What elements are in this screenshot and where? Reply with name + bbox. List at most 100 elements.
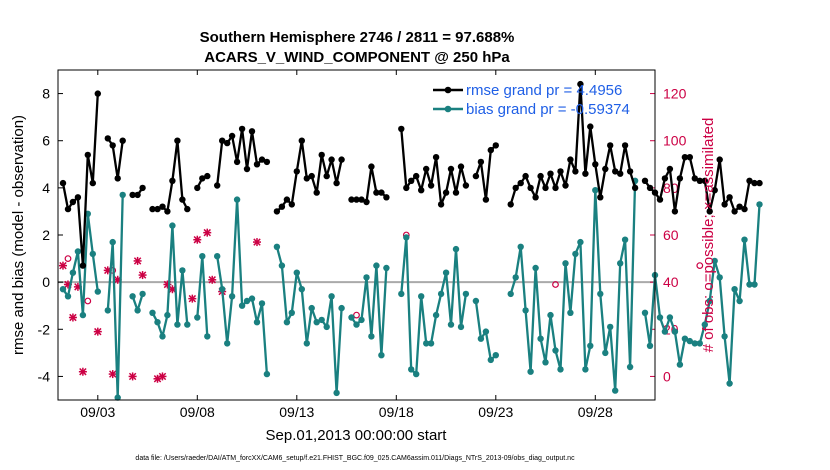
rmse-point	[233, 158, 241, 166]
obs-assimilated-marker	[133, 256, 142, 265]
bias-point	[179, 267, 186, 274]
rmse-point	[228, 132, 236, 140]
rmse-point	[413, 172, 420, 180]
rmse-point	[273, 208, 281, 215]
rmse-point	[736, 203, 743, 210]
y-tick-label: 4	[42, 180, 50, 196]
bias-point	[298, 286, 305, 293]
bias-point	[457, 323, 465, 331]
bias-point	[676, 361, 684, 368]
rmse-point	[323, 172, 330, 180]
y-tick-label: 8	[42, 86, 50, 102]
rmse-point	[711, 187, 718, 194]
rmse-point	[378, 189, 385, 196]
rmse-point	[263, 158, 271, 166]
bias-point	[373, 262, 380, 269]
rmse-point	[442, 189, 450, 196]
axes-box	[57, 69, 656, 401]
rmse-point	[194, 184, 201, 192]
obs-assimilated-marker	[253, 238, 261, 247]
bias-point	[238, 302, 246, 309]
rmse-point	[238, 125, 246, 133]
bias-point	[79, 311, 87, 319]
rmse-point	[427, 182, 435, 189]
rmse-point	[258, 156, 266, 163]
rmse-point	[104, 135, 112, 142]
rmse-point	[94, 90, 102, 97]
obs-assimilated-marker	[58, 261, 67, 270]
bias-point	[109, 238, 116, 246]
rmse-point	[532, 194, 539, 201]
rmse-point	[557, 168, 564, 175]
bias-point	[214, 253, 221, 260]
bias-point	[427, 340, 435, 347]
y-tick-label: 0	[42, 274, 50, 290]
footnote: data file: /Users/raeder/DAI/ATM_forcXX/…	[135, 455, 575, 462]
rmse-point	[328, 156, 335, 163]
rmse-point	[696, 177, 703, 184]
rmse-point	[423, 165, 430, 173]
bias-point	[353, 321, 360, 328]
bias-point	[661, 328, 669, 335]
rmse-point	[139, 184, 146, 192]
rmse-point	[607, 142, 614, 149]
rmse-point	[89, 179, 97, 187]
rmse-point	[741, 205, 748, 213]
bias-point	[184, 321, 191, 328]
rmse-point	[129, 191, 136, 199]
bias-point	[204, 333, 211, 340]
bias-point	[69, 269, 77, 276]
y2-tick-label: 100	[663, 133, 687, 149]
bias-point	[219, 286, 226, 293]
bias-point	[656, 314, 664, 321]
rmse-point	[462, 182, 470, 189]
bias-point	[363, 274, 370, 281]
rmse-point	[626, 168, 634, 175]
rmse-point	[432, 154, 440, 161]
x-tick-label: 09/18	[379, 404, 414, 420]
rmse-point	[731, 208, 738, 215]
rmse-point	[204, 172, 211, 180]
rmse-point	[547, 170, 554, 177]
bias-point	[293, 269, 300, 276]
bias-point	[423, 340, 430, 347]
obs-assimilated-marker	[188, 294, 197, 303]
rmse-point	[552, 184, 559, 192]
bias-point	[378, 352, 385, 359]
rmse-point	[174, 137, 181, 144]
bias-point	[537, 335, 544, 342]
rmse-point	[577, 80, 584, 88]
bias-point	[194, 314, 201, 321]
rmse-point	[184, 205, 191, 213]
rmse-point	[74, 194, 82, 201]
rmse-point	[751, 179, 758, 187]
bias-point	[328, 293, 335, 300]
y2-tick-label: 80	[663, 180, 679, 196]
bias-point	[462, 290, 470, 298]
obs-possible-marker	[84, 297, 92, 305]
bias-point	[617, 260, 624, 267]
rmse-point	[487, 146, 494, 154]
rmse-point	[199, 175, 206, 182]
chart-title: Southern Hemisphere 2746 / 2811 = 97.688…	[200, 29, 515, 46]
bias-point	[233, 196, 241, 203]
rmse-point	[159, 203, 166, 210]
y2-tick-label: 40	[663, 274, 679, 290]
y-tick-label: 2	[42, 227, 50, 243]
rmse-point	[278, 203, 286, 210]
obs-possible-marker	[353, 311, 360, 319]
rmse-point	[631, 184, 639, 192]
bias-point	[368, 333, 375, 340]
rmse-point	[671, 208, 679, 215]
x-tick-label: 09/28	[578, 404, 613, 420]
rmse-point	[418, 187, 425, 194]
bias-point	[129, 293, 136, 300]
rmse-point	[293, 168, 300, 175]
obs-assimilated-marker	[138, 271, 147, 280]
y2-axis-label: # of obs: o=possible; ×=assimilated	[700, 118, 717, 353]
bias-point	[612, 387, 619, 394]
bias-point	[592, 187, 599, 194]
x-axis-label: Sep.01,2013 00:00:00 start	[266, 427, 448, 444]
rmse-point	[482, 196, 490, 203]
